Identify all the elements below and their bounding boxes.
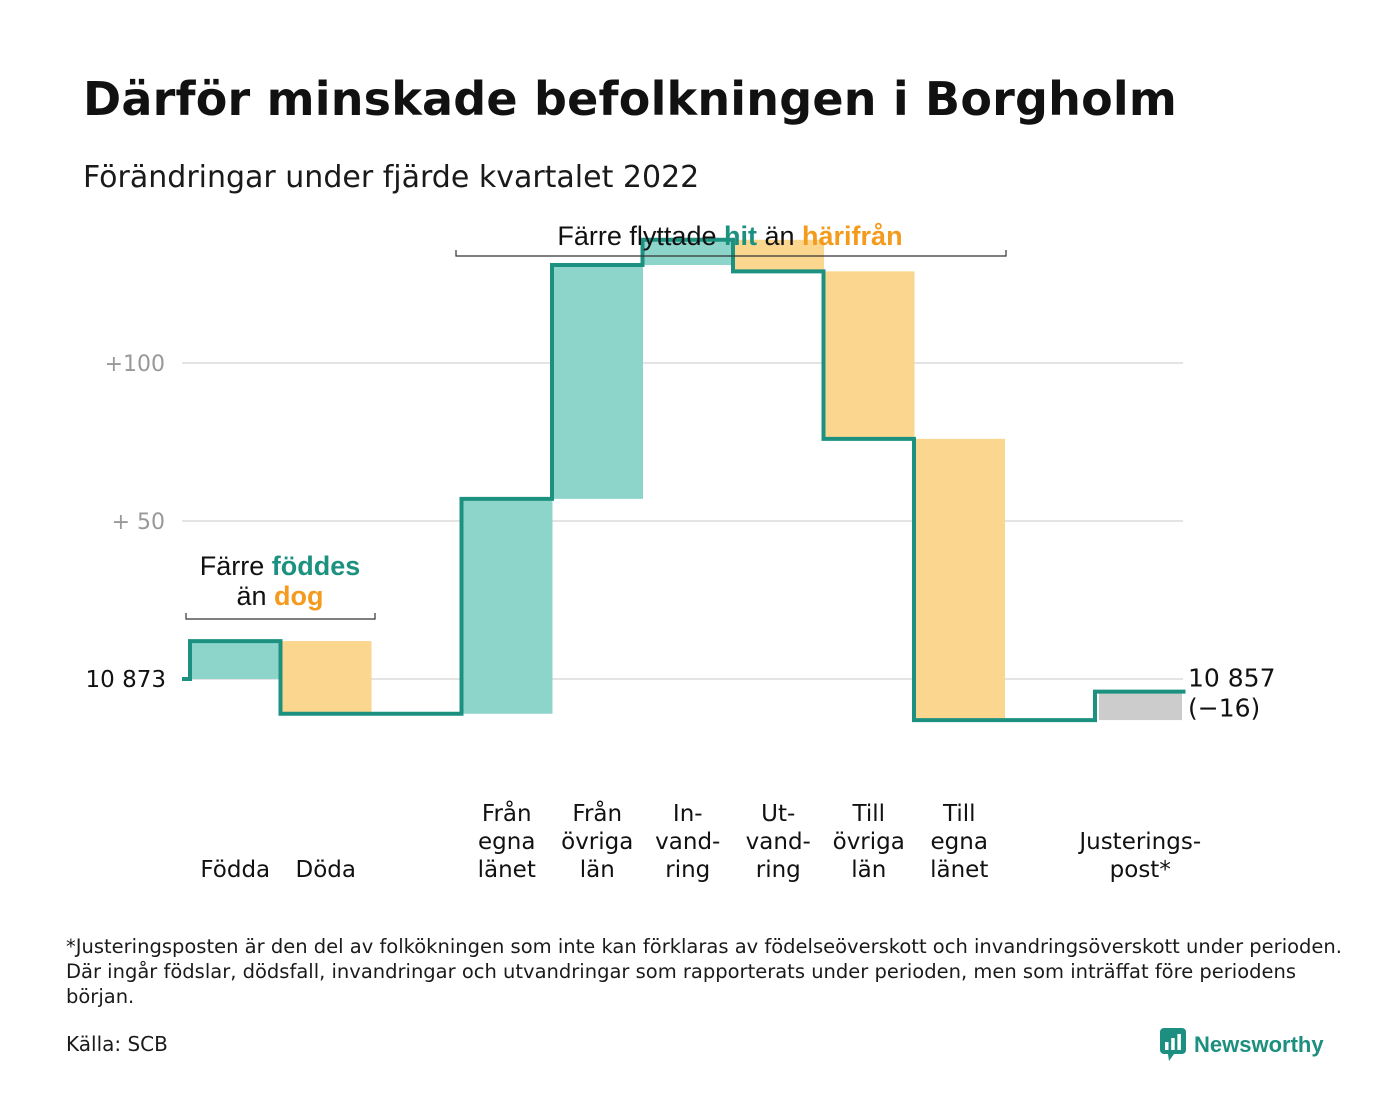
births-annotation: Färre föddes än dog bbox=[185, 551, 376, 620]
end-change-label: (−16) bbox=[1188, 694, 1260, 723]
category-label: Till bbox=[851, 801, 885, 827]
births-bracket bbox=[185, 613, 376, 620]
brand-logo[interactable]: Newsworthy bbox=[1160, 1028, 1324, 1062]
category-label: egna bbox=[931, 829, 988, 855]
births-annotation-text: Färre bbox=[200, 551, 272, 581]
source-label: Källa: SCB bbox=[66, 1032, 168, 1056]
category-label: Ut- bbox=[761, 801, 795, 827]
moves-annotation-mid: än bbox=[757, 221, 802, 251]
svg-text:än dog: än dog bbox=[236, 581, 323, 611]
gridlines bbox=[182, 362, 1183, 680]
bar-increase bbox=[190, 641, 281, 679]
svg-text:Färre flyttade hit än härifrån: Färre flyttade hit än härifrån bbox=[557, 221, 902, 251]
step-line bbox=[182, 237, 1186, 723]
category-label: In- bbox=[673, 801, 703, 827]
moves-in-highlight: hit bbox=[724, 221, 757, 251]
chart-subtitle: Förändringar under fjärde kvartalet 2022 bbox=[83, 160, 700, 195]
start-value-label: 10 873 bbox=[86, 667, 166, 693]
bar-decrease bbox=[280, 641, 372, 714]
bar-decrease bbox=[914, 438, 1005, 721]
category-label: vand- bbox=[655, 829, 720, 855]
category-label: ring bbox=[756, 857, 801, 883]
moves-out-highlight: härifrån bbox=[802, 221, 903, 251]
births-highlight: föddes bbox=[272, 551, 361, 581]
newsworthy-logo-icon bbox=[1160, 1028, 1186, 1061]
deaths-highlight: dog bbox=[274, 581, 323, 611]
chart-title: Därför minskade befolkningen i Borgholm bbox=[83, 72, 1177, 126]
moves-bracket bbox=[455, 250, 1007, 257]
category-label: Födda bbox=[200, 857, 270, 883]
category-label: Döda bbox=[296, 857, 356, 883]
category-label: länet bbox=[930, 857, 988, 883]
moves-annotation-text: Färre flyttade bbox=[557, 221, 724, 251]
brand-name: Newsworthy bbox=[1194, 1032, 1324, 1057]
y-tick-label: +100 bbox=[105, 352, 165, 377]
category-label: Från bbox=[482, 799, 532, 827]
moves-annotation: Färre flyttade hit än härifrån bbox=[455, 221, 1007, 257]
bar-increase bbox=[642, 239, 734, 266]
end-value-label: 10 857 bbox=[1188, 664, 1275, 693]
category-label: Från bbox=[572, 799, 622, 827]
y-tick-label: + 50 bbox=[112, 510, 165, 535]
deaths-annotation-text: än bbox=[236, 581, 274, 611]
category-label: län bbox=[851, 857, 886, 883]
step-line-layer bbox=[182, 237, 1186, 723]
bar-decrease bbox=[823, 271, 915, 439]
category-label: post* bbox=[1110, 857, 1171, 883]
category-label: län bbox=[580, 857, 615, 883]
category-label: övriga bbox=[561, 829, 633, 855]
category-label: egna bbox=[478, 829, 535, 855]
bar-increase bbox=[552, 265, 643, 499]
category-label: vand- bbox=[746, 829, 811, 855]
svg-text:Färre föddes: Färre föddes bbox=[200, 551, 361, 581]
category-label: Justerings- bbox=[1077, 829, 1201, 855]
category-label: länet bbox=[478, 857, 536, 883]
bar-adjustment bbox=[1099, 691, 1182, 721]
category-label: övriga bbox=[833, 829, 905, 855]
bars bbox=[190, 239, 1182, 721]
bar-increase bbox=[461, 498, 553, 714]
footnote: *Justeringsposten är den del av folkökni… bbox=[66, 935, 1342, 1008]
category-label: ring bbox=[665, 857, 710, 883]
category-label: Till bbox=[942, 801, 976, 827]
